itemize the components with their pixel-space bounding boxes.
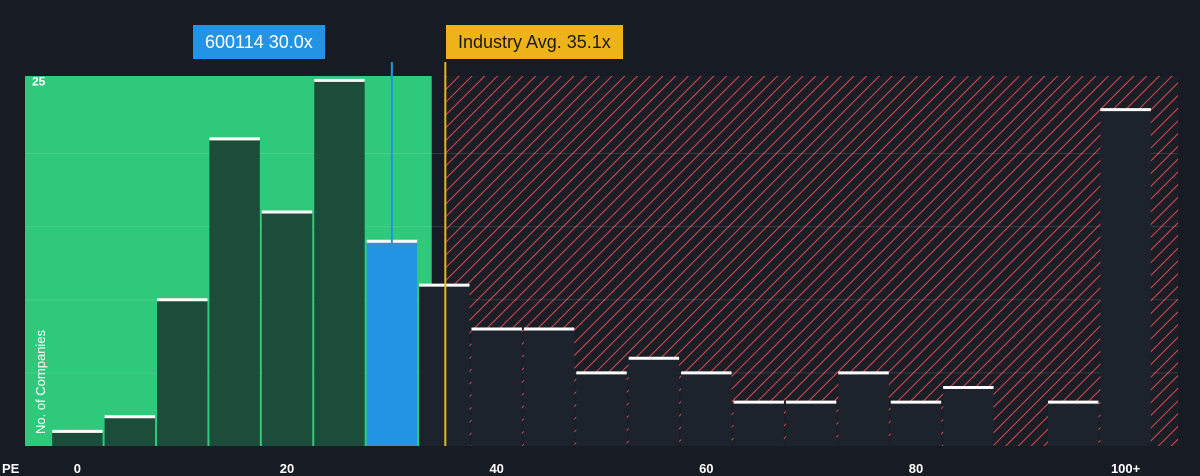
y-axis-label: No. of Companies <box>33 329 48 434</box>
histogram-bar <box>104 416 156 446</box>
histogram-bar-cap <box>681 371 732 375</box>
histogram-bar <box>576 372 627 446</box>
histogram-bar <box>52 431 103 446</box>
x-tick-label: 20 <box>280 461 294 476</box>
histogram-bar <box>733 402 784 446</box>
histogram-bar-cap <box>419 283 470 287</box>
x-axis-label: PE <box>2 461 20 476</box>
y-tick-label: 25 <box>32 74 46 88</box>
histogram-bar-cap <box>52 429 103 433</box>
histogram-bar-cap <box>314 78 365 82</box>
histogram-bar-cap <box>523 327 575 331</box>
histogram-bar <box>785 402 837 446</box>
histogram-bar <box>1100 109 1151 447</box>
histogram-bar-cap <box>471 327 522 331</box>
industry-avg-callout: Industry Avg. 35.1x <box>446 25 623 59</box>
histogram-bar-cap <box>628 356 680 360</box>
histogram-bars <box>52 78 1151 447</box>
histogram-bar <box>628 358 680 446</box>
histogram-bar-cap <box>157 298 208 302</box>
histogram-bar <box>1047 402 1099 446</box>
histogram-bar-cap <box>785 400 837 404</box>
histogram-bar-cap <box>576 371 627 375</box>
histogram-bar-cap <box>733 400 784 404</box>
histogram-bar-cap <box>1047 400 1099 404</box>
histogram-bar-cap <box>943 386 994 390</box>
histogram-bar <box>943 387 994 446</box>
histogram-bar <box>157 299 208 446</box>
y-axis-ticks: 25 <box>32 74 46 88</box>
x-tick-label: 40 <box>489 461 503 476</box>
x-tick-label: 60 <box>699 461 713 476</box>
histogram-bar-cap <box>1100 108 1151 112</box>
company-pe-callout: 600114 30.0x <box>193 25 325 59</box>
x-axis-ticks: 0 20 40 60 80 100+ <box>74 461 1141 476</box>
histogram-bar-cap <box>209 137 260 141</box>
histogram-bar-cap <box>890 400 942 404</box>
histogram-bar <box>314 80 365 446</box>
histogram-bar-cap <box>261 210 313 214</box>
histogram-bar <box>419 285 470 446</box>
histogram-bar <box>681 372 732 446</box>
x-tick-label: 0 <box>74 461 81 476</box>
histogram-bar <box>261 212 313 446</box>
histogram-bar <box>523 329 575 446</box>
histogram-bar <box>209 138 260 446</box>
histogram-bar-cap <box>838 371 889 375</box>
histogram-bar <box>838 372 889 446</box>
histogram-bar <box>890 402 942 446</box>
histogram-bar <box>471 329 522 446</box>
x-tick-label: 100+ <box>1111 461 1141 476</box>
x-tick-label: 80 <box>909 461 923 476</box>
histogram-bar-cap <box>104 415 156 419</box>
